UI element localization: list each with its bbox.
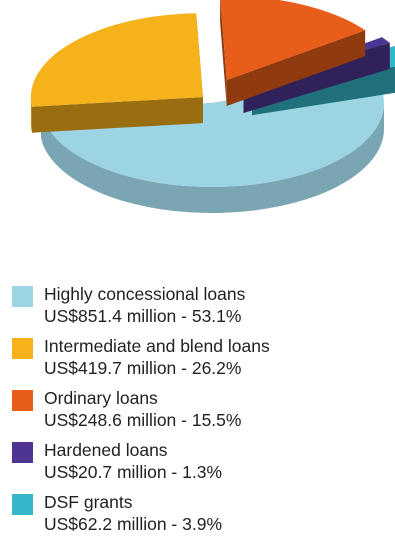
slice-side [30,97,32,133]
slice-ordinary [220,0,366,107]
legend-label: Ordinary loans [44,388,158,408]
legend: Highly concessional loans US$851.4 milli… [12,282,382,542]
legend-label: Highly concessional loans [44,284,246,304]
slice-intermediate-blend [30,13,203,133]
legend-value: US$248.6 million - 15.5% [44,410,242,430]
pie-chart [30,0,395,214]
legend-swatch [12,390,33,411]
legend-label: Hardened loans [44,440,168,460]
legend-swatch [12,286,33,307]
slice-wall [220,0,227,106]
legend-item-dsf-grants: DSF grants US$62.2 million - 3.9% [12,490,382,542]
legend-label: Intermediate and blend loans [44,336,270,356]
legend-swatch [12,442,33,463]
pie-slices [30,0,395,214]
slice-top [30,13,203,107]
legend-value: US$62.2 million - 3.9% [44,514,222,534]
slice-wall [226,30,366,107]
slice-top [220,0,366,80]
legend-swatch [12,494,33,515]
slice-side [41,103,385,214]
legend-item-ordinary: Ordinary loans US$248.6 million - 15.5% [12,386,382,438]
legend-item-highly-concessional: Highly concessional loans US$851.4 milli… [12,282,382,334]
legend-swatch [12,338,33,359]
slice-wall [32,97,203,133]
legend-label: DSF grants [44,492,133,512]
legend-item-hardened: Hardened loans US$20.7 million - 1.3% [12,438,382,490]
legend-value: US$419.7 million - 26.2% [44,358,242,378]
legend-value: US$851.4 million - 53.1% [44,306,242,326]
legend-value: US$20.7 million - 1.3% [44,462,222,482]
slice-wall [252,66,395,116]
legend-item-intermediate-blend: Intermediate and blend loans US$419.7 mi… [12,334,382,386]
